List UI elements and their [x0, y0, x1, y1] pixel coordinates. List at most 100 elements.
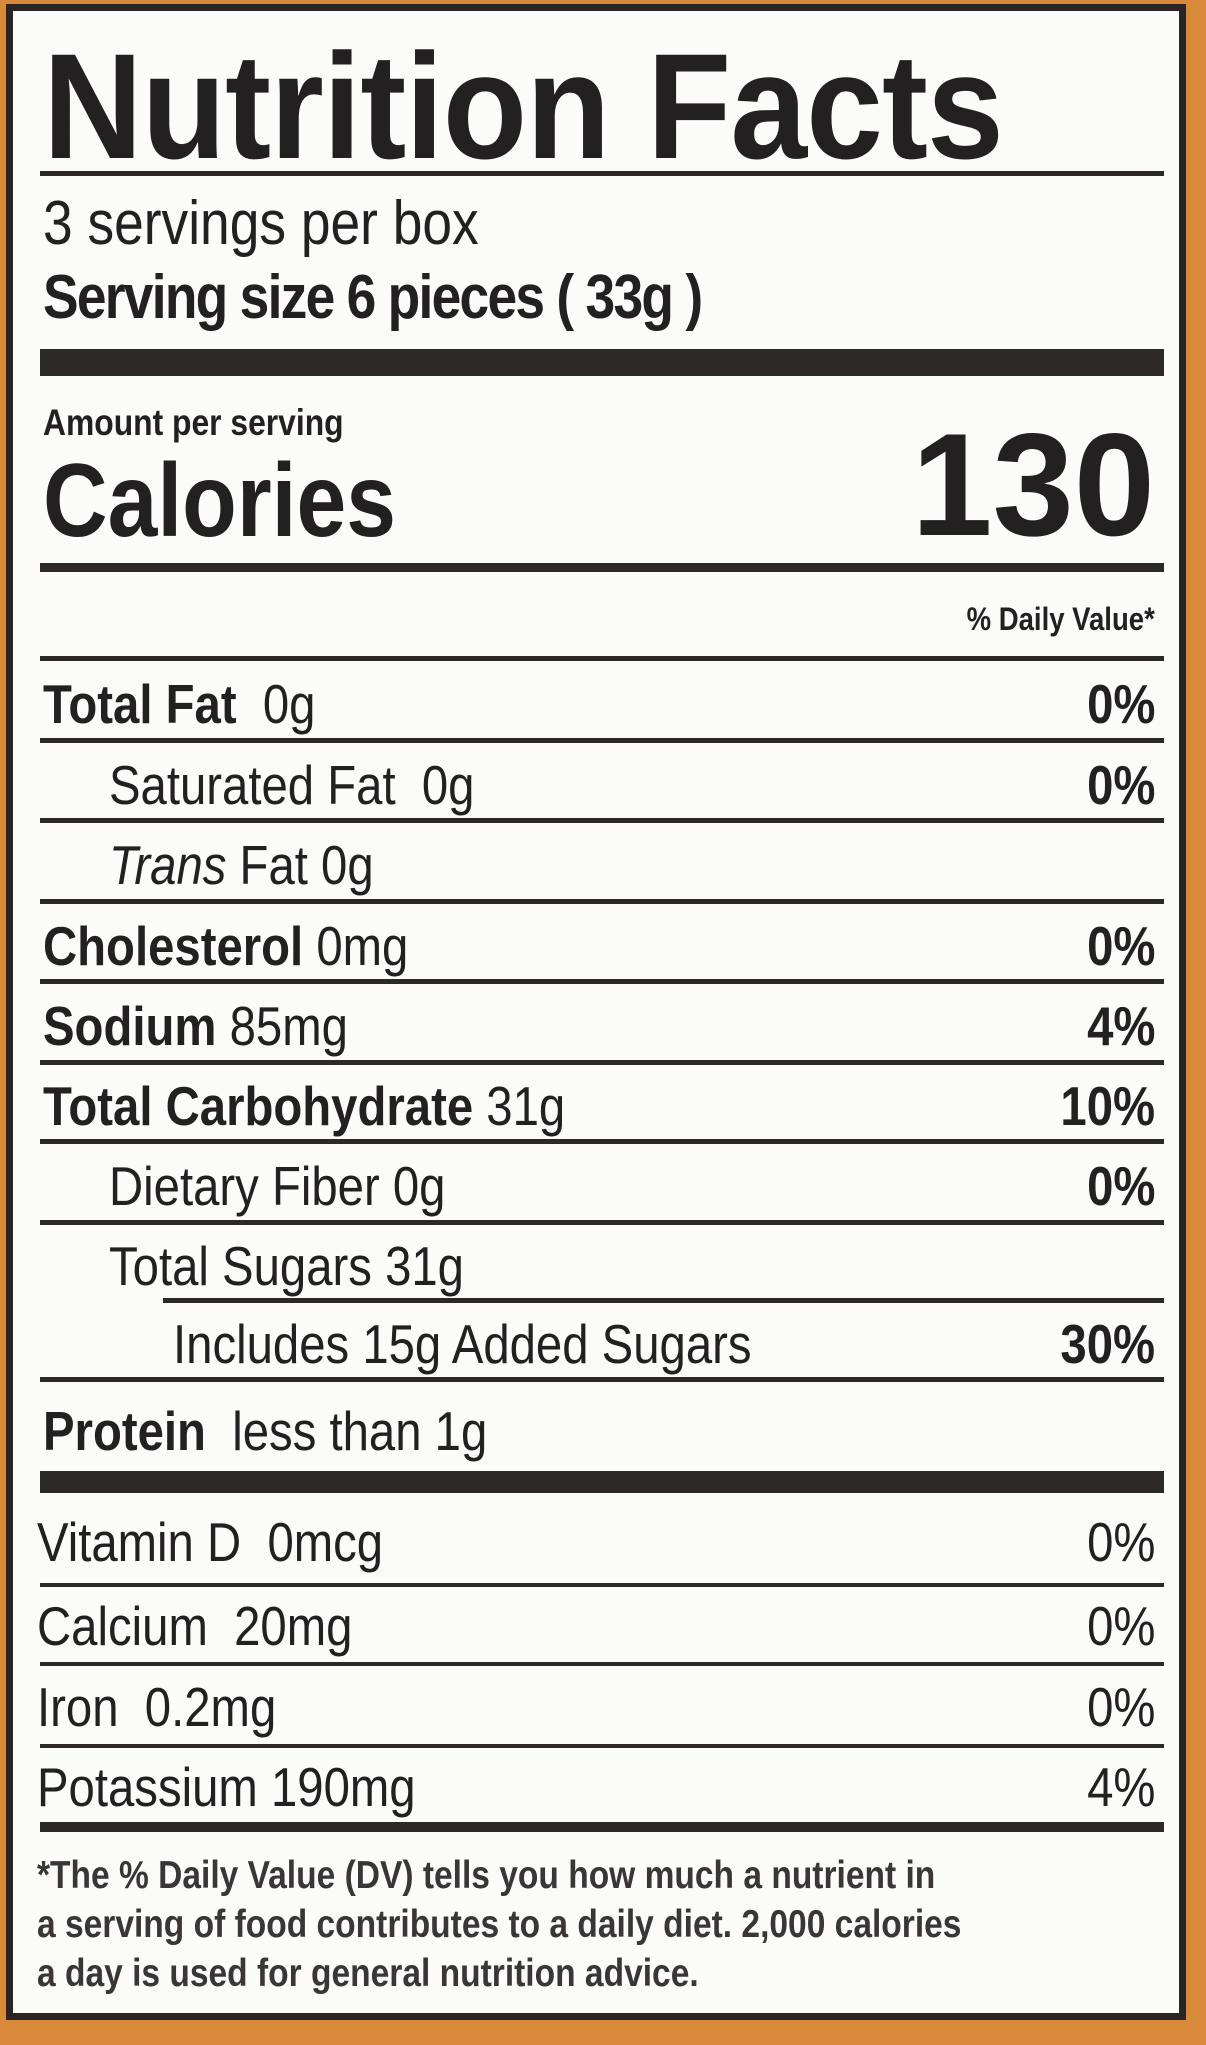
daily-value: 0% — [1076, 1501, 1155, 1583]
nutrient-text: Total Sugars 31g — [109, 1232, 464, 1300]
nutrient-text: Total Carbohydrate 31g — [43, 1072, 565, 1141]
calories-text: Calories — [43, 443, 396, 559]
vitamin-text: Potassium 190mg — [37, 1756, 416, 1818]
row-divider — [40, 899, 1164, 904]
row-divider — [40, 1220, 1164, 1225]
thick-divider — [40, 1471, 1164, 1493]
dv-text: 0% — [1086, 754, 1155, 816]
dv-text: 0% — [1086, 1511, 1155, 1573]
vitamin-text: Vitamin D 0mcg — [37, 1511, 384, 1573]
daily-value: 10% — [1045, 1072, 1155, 1141]
vitamin-text: Iron 0.2mg — [37, 1676, 277, 1738]
nutrient-text: Protein less than 1g — [43, 1389, 487, 1473]
daily-value: 0% — [1076, 911, 1155, 981]
dv-text: 0% — [1086, 1155, 1155, 1217]
row-divider — [40, 738, 1164, 743]
nutrient-row: Includes 15g Added Sugars 30% — [13, 1298, 1179, 1377]
nutrient-text: Includes 15g Added Sugars — [173, 1310, 752, 1379]
daily-value: 0% — [1076, 750, 1155, 820]
nutrient-amount: 31g — [473, 1075, 566, 1137]
nutrient-name: Total Carbohydrate 31g — [43, 1072, 650, 1141]
servings-per-container: 3 servings per box — [43, 189, 550, 259]
footnote-line: *The % Daily Value (DV) tells you how mu… — [37, 1854, 936, 1897]
row-divider — [40, 1744, 1164, 1748]
nutrient-bold: Total Carbohydrate — [43, 1075, 474, 1137]
serving-size: Serving size 6 pieces ( 33g ) — [43, 263, 809, 333]
nutrient-bold: Cholesterol — [43, 915, 304, 977]
dv-text: 10% — [1060, 1075, 1155, 1137]
row-divider — [163, 1298, 1164, 1303]
footnote-line: a day is used for general nutrition advi… — [37, 1952, 699, 1995]
vitamin-row: Potassium 190mg 4% — [13, 1744, 1179, 1822]
nutrient-text: Total Fat 0g — [43, 668, 315, 740]
nutrient-name: Total Fat 0g — [43, 668, 360, 740]
nutrient-row: Total Fat 0g 0% — [13, 656, 1179, 738]
dv-text: 0% — [1086, 1595, 1155, 1657]
nutrient-italic: Trans — [109, 834, 227, 896]
daily-value: 0% — [1076, 668, 1155, 740]
nutrient-text: Saturated Fat 0g — [109, 750, 475, 820]
nutrition-facts-label: Nutrition Facts 3 servings per box Servi… — [6, 4, 1186, 2020]
nutrient-amount: less than 1g — [205, 1400, 488, 1462]
vitamin-name: Potassium 190mg — [37, 1752, 477, 1822]
vitamin-row: Calcium 20mg 0% — [13, 1583, 1179, 1662]
dv-text: 0% — [1086, 1676, 1155, 1738]
nutrient-row: Saturated Fat 0g 0% — [13, 738, 1179, 818]
nutrient-name: Cholesterol 0mg — [43, 911, 468, 981]
footnote: *The % Daily Value (DV) tells you how mu… — [37, 1851, 1112, 1998]
nutrient-name: Protein less than 1g — [43, 1389, 560, 1473]
medium-divider — [40, 1822, 1164, 1832]
dv-text: 4% — [1086, 1756, 1155, 1818]
row-divider — [40, 818, 1164, 823]
nutrient-text: Trans Fat 0g — [109, 830, 374, 901]
nutrient-amount: Includes 15g Added Sugars — [173, 1313, 752, 1375]
daily-value: 0% — [1076, 1591, 1155, 1662]
nutrient-bold: Total Fat — [43, 673, 237, 735]
vitamin-row: Vitamin D 0mcg 0% — [13, 1493, 1179, 1583]
nutrient-amount: Total Sugars 31g — [109, 1235, 464, 1297]
label-title: Nutrition Facts — [43, 31, 1086, 181]
footnote-line: a serving of food contributes to a daily… — [37, 1903, 962, 1946]
dv-text: 0% — [1086, 673, 1155, 735]
daily-value: 4% — [1076, 991, 1155, 1062]
dv-text: 0% — [1086, 915, 1155, 977]
row-divider — [40, 1139, 1164, 1144]
vitamin-text: Calcium 20mg — [37, 1595, 353, 1657]
nutrient-row: Dietary Fiber 0g 0% — [13, 1139, 1179, 1220]
vitamin-name: Iron 0.2mg — [37, 1670, 315, 1744]
nutrient-amount: 0mg — [303, 915, 409, 977]
daily-value: 0% — [1076, 1151, 1155, 1222]
daily-value: 30% — [1045, 1310, 1155, 1379]
nutrient-name: Includes 15g Added Sugars — [173, 1310, 846, 1379]
row-divider — [40, 656, 1164, 661]
nutrient-amount: 0g — [236, 673, 316, 735]
nutrient-row: Total Sugars 31g — [13, 1220, 1179, 1298]
nutrient-name: Dietary Fiber 0g — [109, 1151, 500, 1222]
daily-value-header: % Daily Value* — [936, 601, 1155, 637]
nutrient-row: Protein less than 1g — [13, 1377, 1179, 1471]
nutrient-name: Total Sugars 31g — [109, 1232, 522, 1300]
calories-value: 130 — [911, 403, 1155, 566]
row-divider — [40, 979, 1164, 984]
daily-value: 4% — [1076, 1752, 1155, 1822]
nutrient-name: Saturated Fat 0g — [109, 750, 534, 820]
dv-text: 30% — [1060, 1313, 1155, 1375]
nutrient-row: Total Carbohydrate 31g 10% — [13, 1060, 1179, 1139]
divider — [40, 171, 1164, 176]
nutrient-row: Cholesterol 0mg 0% — [13, 899, 1179, 979]
vitamin-row: Iron 0.2mg 0% — [13, 1662, 1179, 1744]
nutrient-text: Cholesterol 0mg — [43, 911, 408, 981]
servings-text: 3 servings per box — [43, 189, 479, 258]
amount-text: Amount per serving — [43, 402, 344, 443]
daily-value: 0% — [1076, 1670, 1155, 1744]
row-divider — [40, 1583, 1164, 1587]
dv-header-text: % Daily Value* — [966, 601, 1155, 637]
nutrient-bold: Protein — [43, 1400, 206, 1462]
nutrient-text: Sodium 85mg — [43, 991, 348, 1062]
nutrient-amount: Saturated Fat 0g — [109, 754, 475, 816]
nutrient-text: Dietary Fiber 0g — [109, 1151, 445, 1222]
nutrient-bold: Sodium — [43, 995, 217, 1057]
row-divider — [40, 1377, 1164, 1382]
row-divider — [40, 1662, 1164, 1666]
nutrient-name: Trans Fat 0g — [109, 830, 417, 901]
